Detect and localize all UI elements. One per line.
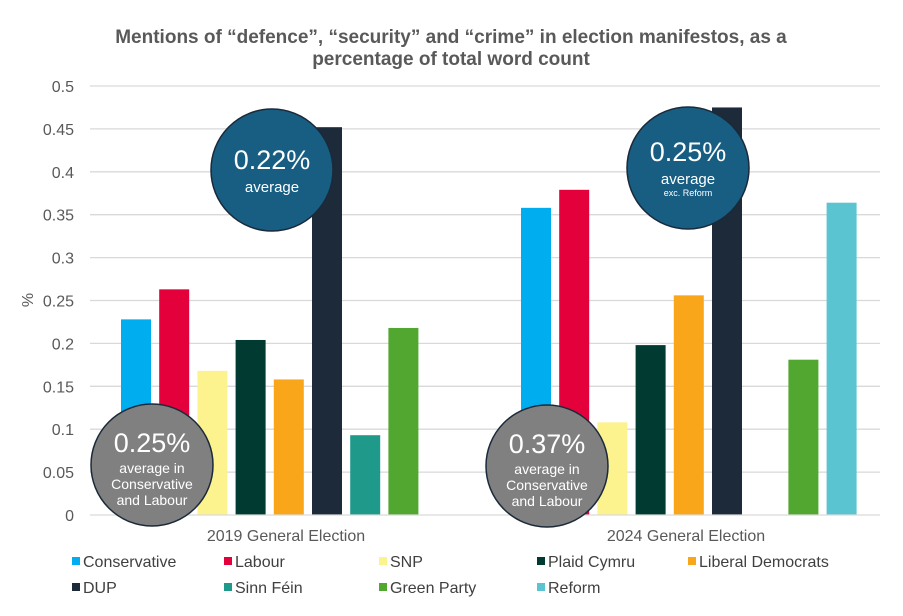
legend-label: Reform	[548, 580, 600, 597]
legend-item-sinn-f-in: Sinn Féin	[224, 580, 303, 597]
annotation-value: 0.25%	[114, 428, 191, 458]
legend-label: Conservative	[83, 554, 176, 571]
y-tick-label: 0	[65, 508, 74, 525]
bar-liberal-democrats-2024	[673, 295, 704, 515]
annotation-label: Conservative	[506, 477, 588, 493]
legend-swatch	[224, 583, 232, 591]
chart-title: Mentions of “defence”, “security” and “c…	[115, 27, 787, 70]
legend-swatch	[72, 557, 80, 565]
bar-reform-2024	[826, 202, 857, 516]
legend-item-conservative: Conservative	[72, 554, 176, 571]
y-tick-label: 0.05	[43, 465, 74, 482]
annotation-label: Conservative	[111, 476, 193, 492]
annotation-value: 0.22%	[234, 145, 311, 175]
annotation-value: 0.37%	[509, 429, 586, 459]
annotation-circle	[485, 404, 609, 528]
annotation-label: average in	[119, 460, 184, 476]
legend: Conservative Labour SNP Plaid Cymru Liberal …	[72, 554, 829, 597]
annotation-value: 0.25%	[650, 137, 727, 167]
legend-item-labour: Labour	[224, 554, 285, 571]
legend-label: Sinn Féin	[235, 580, 303, 597]
annotation-label: average in	[514, 461, 579, 477]
legend-swatch	[688, 557, 696, 565]
bar-green-party-2024	[788, 359, 819, 515]
chart-title-line-2: percentage of total word count	[312, 49, 590, 70]
y-tick-label: 0.5	[52, 79, 74, 96]
y-tick-label: 0.3	[52, 251, 74, 268]
y-tick-label: 0.4	[52, 165, 74, 182]
annotation-label: and Labour	[512, 493, 583, 509]
legend-swatch	[224, 557, 232, 565]
legend-swatch	[537, 557, 545, 565]
y-tick-label: 0.35	[43, 208, 74, 225]
bar-plaid-cymru-2024	[635, 345, 666, 515]
y-tick-label: 0.25	[43, 294, 74, 311]
annotation-label: average	[661, 171, 715, 188]
annotation-sublabel: exc. Reform	[664, 188, 713, 198]
annotation-circle	[90, 403, 214, 527]
legend-label: Plaid Cymru	[548, 554, 635, 571]
annotation-bubble-overall-average: 0.22% average	[210, 108, 334, 232]
legend-label: Liberal Democrats	[699, 554, 829, 571]
legend-item-snp: SNP	[379, 554, 423, 571]
legend-swatch	[537, 583, 545, 591]
chart-title-line-1: Mentions of “defence”, “security” and “c…	[115, 27, 787, 48]
bar-sinn-f-in-2019	[350, 435, 381, 515]
y-tick-label: 0.1	[52, 422, 74, 439]
legend-swatch	[72, 583, 80, 591]
legend-label: Green Party	[390, 580, 476, 597]
legend-item-plaid-cymru: Plaid Cymru	[537, 554, 635, 571]
legend-label: DUP	[83, 580, 117, 597]
annotation-circle	[210, 108, 334, 232]
annotation-label: average	[245, 179, 299, 196]
x-axis-categories: 2019 General Election 2024 General Elect…	[207, 528, 765, 545]
legend-label: Labour	[235, 554, 285, 571]
legend-item-liberal-democrats: Liberal Democrats	[688, 554, 829, 571]
annotation-label: and Labour	[117, 492, 188, 508]
legend-item-dup: DUP	[72, 580, 117, 597]
legend-swatch	[379, 583, 387, 591]
bar-liberal-democrats-2019	[273, 379, 304, 515]
y-tick-label: 0.15	[43, 379, 74, 396]
bar-plaid-cymru-2019	[235, 339, 266, 515]
category-label-2024: 2024 General Election	[607, 528, 765, 545]
category-label-2019: 2019 General Election	[207, 528, 365, 545]
legend-label: SNP	[390, 554, 423, 571]
legend-item-green-party: Green Party	[379, 580, 476, 597]
y-axis-ticks: 0 0.05 0.1 0.15 0.2 0.25 0.3 0.35 0.4 0.45 0.5	[43, 79, 74, 525]
y-axis-label: %	[20, 293, 37, 307]
bar-green-party-2019	[388, 327, 419, 515]
annotation-circle	[626, 106, 750, 230]
y-tick-label: 0.2	[52, 336, 74, 353]
legend-item-reform: Reform	[537, 580, 600, 597]
legend-swatch	[379, 557, 387, 565]
y-tick-label: 0.45	[43, 122, 74, 139]
